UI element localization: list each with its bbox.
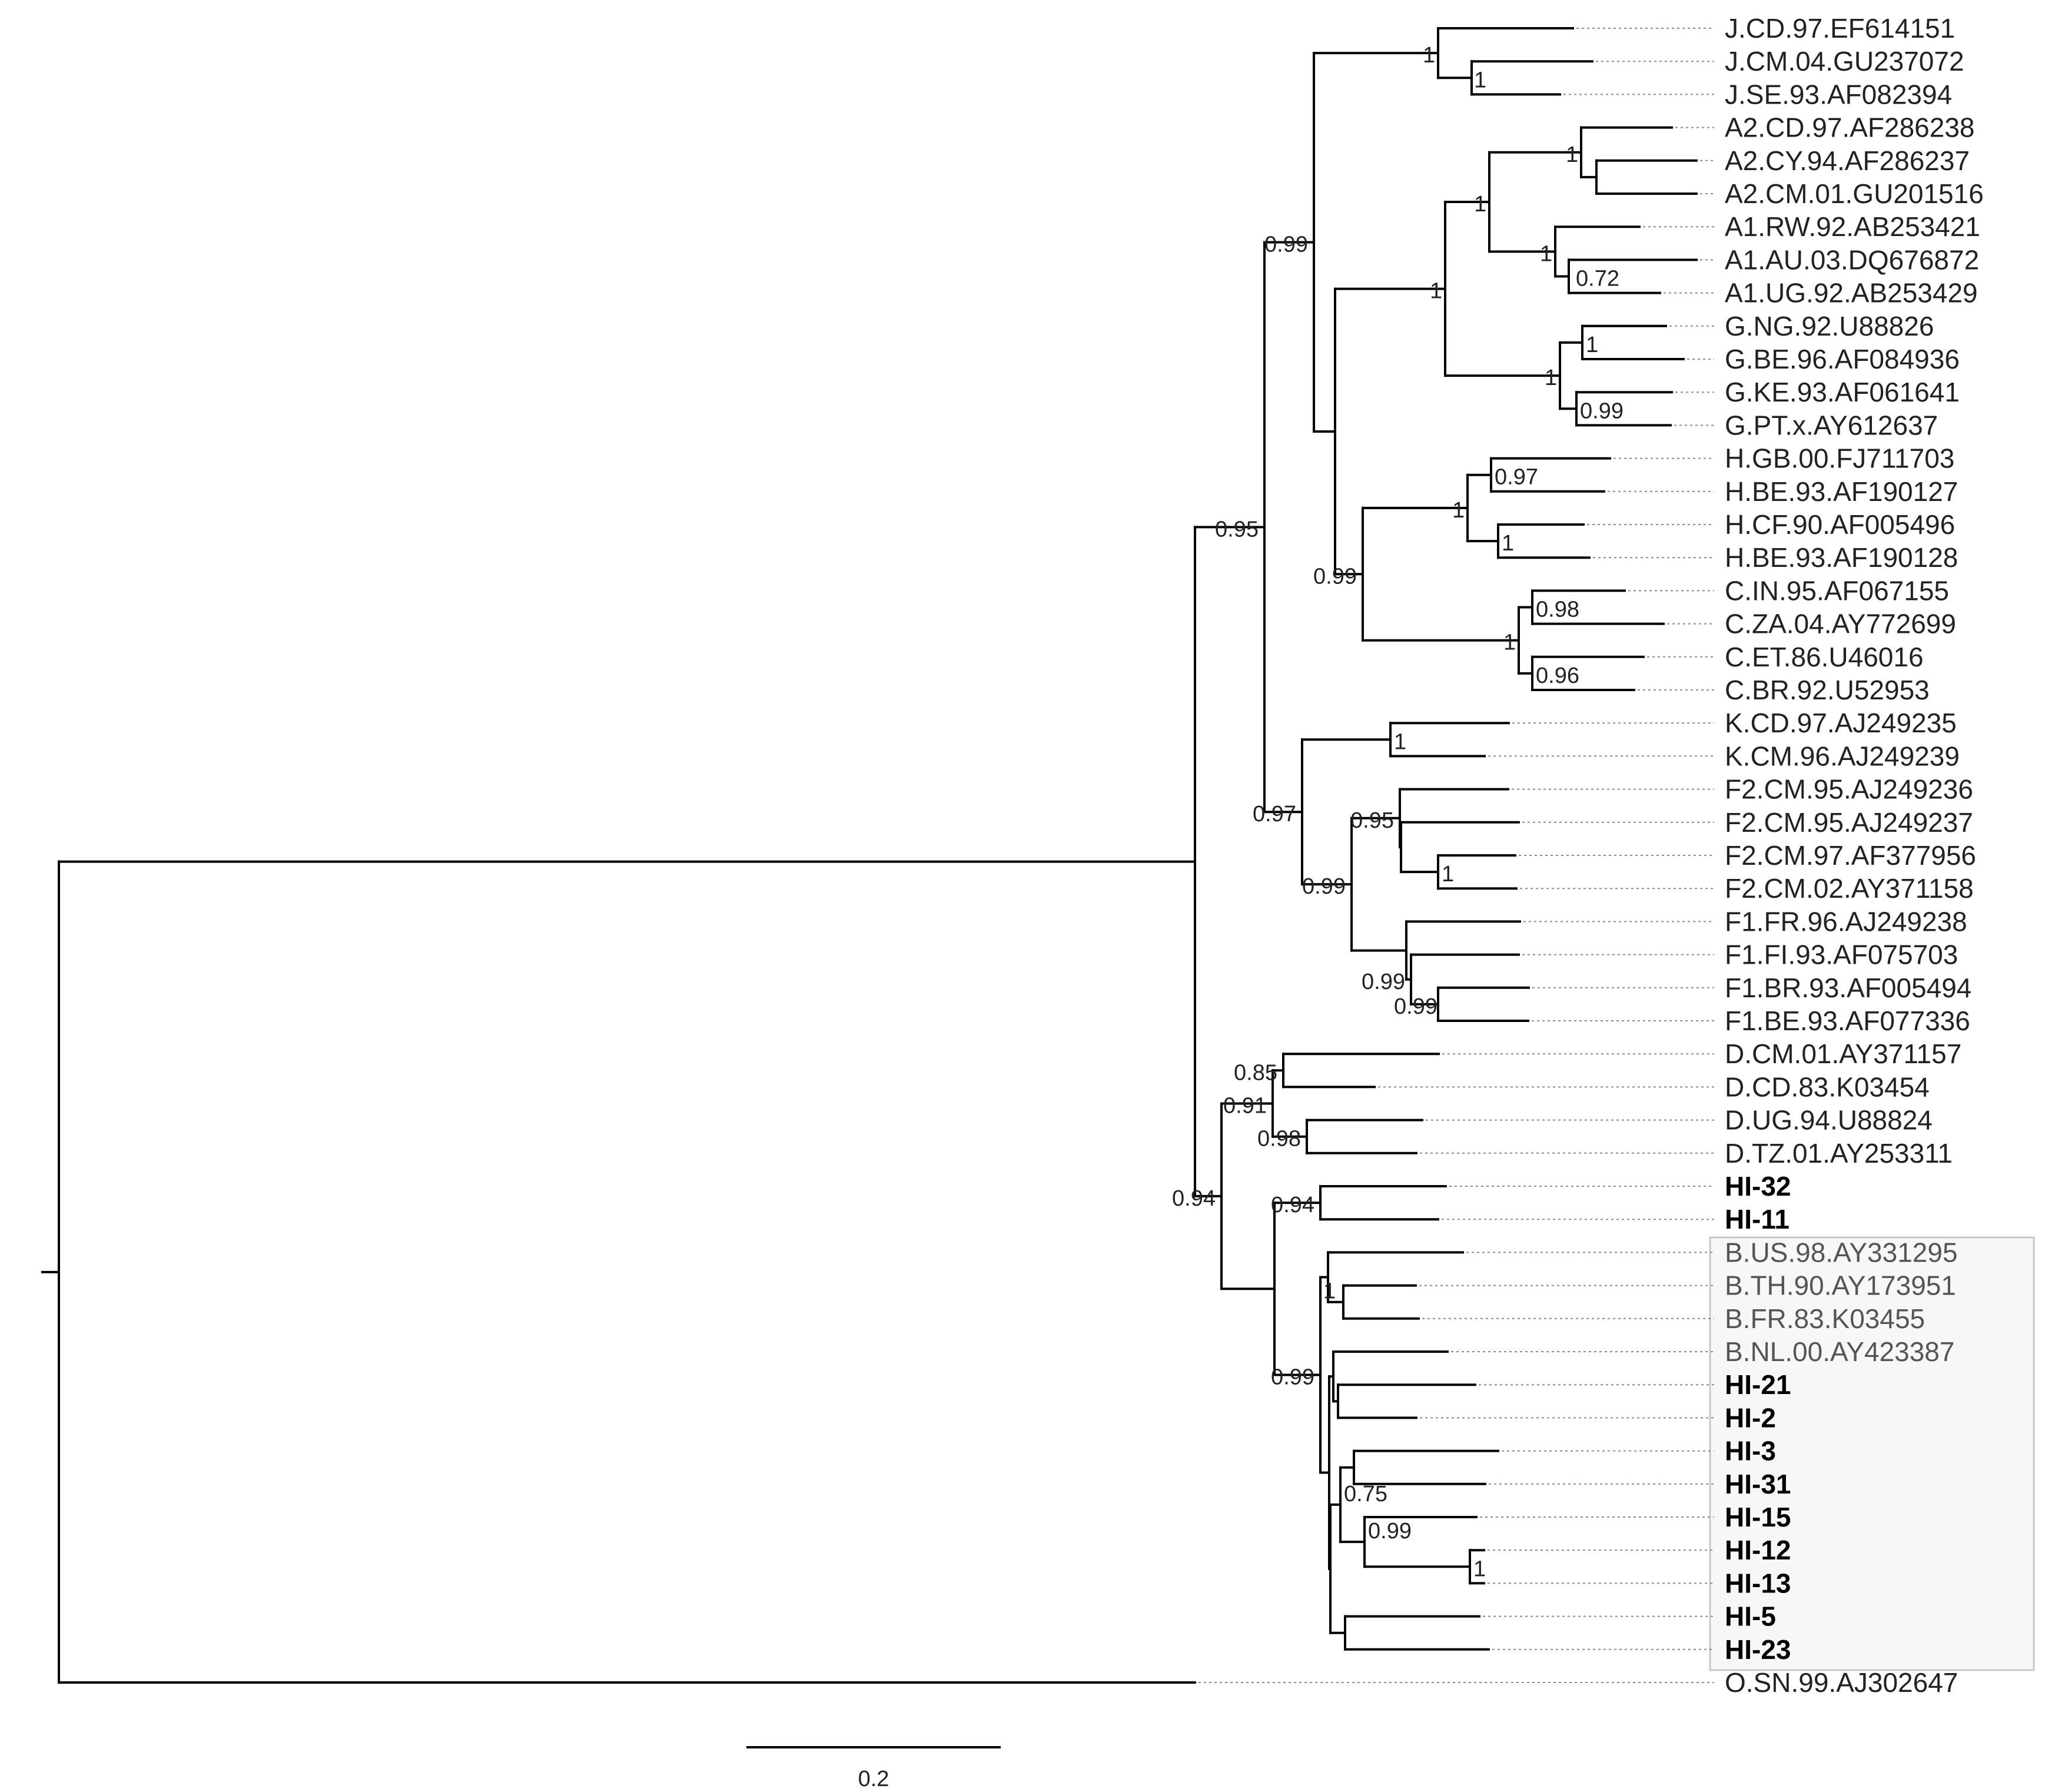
- scale-bar: 0.2: [746, 1746, 1001, 1791]
- tip-label: A1.UG.92.AB253429: [1725, 278, 1978, 308]
- support-value-hi151213: 0.99: [1368, 1519, 1412, 1544]
- support-value-h12: 0.97: [1495, 465, 1538, 490]
- tip-label: B.TH.90.AY173951: [1725, 1270, 1956, 1301]
- tip-label: O.SN.99.AJ302647: [1725, 1667, 1958, 1698]
- support-value-g: 1: [1545, 366, 1557, 390]
- support-value-a2: 1: [1566, 142, 1578, 167]
- support-value-jag: 0.99: [1264, 233, 1308, 257]
- support-value-f2: 0.95: [1350, 808, 1394, 833]
- tip-label: H.CF.90.AF005496: [1725, 509, 1955, 540]
- support-value-b23: 1: [1323, 1279, 1336, 1304]
- tip-label: HI-15: [1725, 1502, 1791, 1532]
- tip-label: J.SE.93.AF082394: [1725, 79, 1952, 109]
- tip-label: D.TZ.01.AY253311: [1725, 1138, 1953, 1169]
- support-value-hi1213: 1: [1473, 1557, 1486, 1581]
- tip-label: F1.BE.93.AF077336: [1725, 1005, 1970, 1036]
- tip-label: HI-32: [1725, 1171, 1791, 1202]
- support-value-jroot: 1: [1423, 43, 1435, 68]
- support-value-c12: 0.98: [1536, 598, 1579, 622]
- tip-label: F1.FI.93.AF075703: [1725, 940, 1958, 970]
- support-value-d34: 0.98: [1257, 1127, 1301, 1151]
- tip-label: HI-11: [1725, 1204, 1790, 1235]
- tip-label: C.IN.95.AF067155: [1725, 575, 1949, 606]
- tip-label: A1.RW.92.AB253421: [1725, 211, 1980, 242]
- support-value-hc: 0.99: [1313, 564, 1357, 589]
- tip-label: A2.CM.01.GU201516: [1725, 178, 1984, 209]
- tip-label: F2.CM.02.AY371158: [1725, 873, 1974, 904]
- tip-label: C.ZA.04.AY772699: [1725, 609, 1956, 639]
- tree-branches: [41, 27, 1698, 1684]
- tip-label: H.BE.93.AF190127: [1725, 476, 1958, 507]
- tip-label: G.PT.x.AY612637: [1725, 410, 1938, 440]
- tip-label: F2.CM.95.AJ249237: [1725, 807, 1973, 838]
- tip-label: C.ET.86.U46016: [1725, 642, 1924, 672]
- tip-label: G.NG.92.U88826: [1725, 311, 1934, 341]
- support-value-c34: 0.96: [1536, 663, 1579, 688]
- support-value-upper: 0.95: [1215, 517, 1259, 542]
- support-value-f: 0.99: [1302, 874, 1346, 899]
- tip-label: B.FR.83.K03455: [1725, 1303, 1925, 1334]
- tip-label: K.CD.97.AJ249235: [1725, 708, 1957, 738]
- tip-labels: J.CD.97.EF614151J.CM.04.GU237072J.SE.93.…: [1725, 13, 1984, 1698]
- support-value-d12: 0.85: [1234, 1060, 1277, 1085]
- support-value-g12: 1: [1586, 333, 1598, 357]
- tip-label: G.KE.93.AF061641: [1725, 377, 1960, 407]
- tip-label: F1.BR.93.AF005494: [1725, 973, 1971, 1003]
- tip-label: B.US.98.AY331295: [1725, 1237, 1958, 1267]
- tip-label: H.GB.00.FJ711703: [1725, 443, 1954, 474]
- tip-label: A2.CY.94.AF286237: [1725, 145, 1970, 176]
- support-value-f1s: 0.99: [1394, 994, 1437, 1019]
- tip-label: B.NL.00.AY423387: [1725, 1336, 1954, 1367]
- support-value-c: 1: [1503, 630, 1516, 655]
- tip-leader-lines: [1199, 28, 1714, 1683]
- tip-label: A1.AU.03.DQ676872: [1725, 244, 1979, 275]
- tip-label: D.CD.83.K03454: [1725, 1071, 1930, 1102]
- tip-label: F2.CM.95.AJ249236: [1725, 774, 1973, 805]
- support-value-k: 1: [1394, 729, 1406, 754]
- support-value-d: 0.91: [1223, 1094, 1267, 1119]
- tip-label: HI-31: [1725, 1469, 1791, 1499]
- tip-label: C.BR.92.U52953: [1725, 675, 1930, 705]
- support-value-f234: 1: [1442, 862, 1454, 887]
- support-value-hi3211: 0.94: [1271, 1193, 1314, 1217]
- tip-label: HI-3: [1725, 1436, 1776, 1466]
- support-value-h: 1: [1452, 498, 1465, 523]
- subtype-b-highlight-box: [1709, 1236, 2035, 1671]
- tip-label: D.CM.01.AY371157: [1725, 1038, 1961, 1069]
- tip-label: HI-21: [1725, 1369, 1791, 1400]
- support-values: 1 1 1 0.72 1 1 1 0.99 1 1 0.99 0.97 1 1 0.98 0.96 1 0.99 1…: [1172, 43, 1624, 1581]
- tip-label: HI-13: [1725, 1568, 1791, 1598]
- tip-label: K.CM.96.AJ249239: [1725, 741, 1960, 771]
- support-value-j23: 1: [1474, 68, 1486, 92]
- tip-label: HI-5: [1725, 1601, 1776, 1632]
- support-value-lower: 0.94: [1172, 1186, 1216, 1211]
- support-value-agroup: 1: [1430, 279, 1442, 304]
- tip-label: F1.FR.96.AJ249238: [1725, 906, 1967, 937]
- support-value-g34: 0.99: [1580, 399, 1624, 423]
- support-value-h34: 1: [1502, 531, 1514, 556]
- support-value-a1s: 0.72: [1576, 267, 1619, 291]
- tip-label: H.BE.93.AF190128: [1725, 542, 1958, 573]
- scale-bar-label: 0.2: [858, 1767, 889, 1791]
- tip-label: HI-2: [1725, 1402, 1776, 1433]
- tip-label: F2.CM.97.AF377956: [1725, 840, 1976, 871]
- support-value-bclade: 0.99: [1271, 1365, 1314, 1390]
- support-value-f1: 0.99: [1362, 970, 1405, 994]
- support-value-aa: 1: [1474, 192, 1486, 217]
- tip-label: A2.CD.97.AF286238: [1725, 112, 1975, 143]
- tip-label: D.UG.94.U88824: [1725, 1105, 1933, 1136]
- support-value-a1: 1: [1540, 241, 1552, 266]
- support-value-hisub: 0.75: [1344, 1482, 1387, 1506]
- tip-label: G.BE.96.AF084936: [1725, 344, 1960, 374]
- tip-label: J.CM.04.GU237072: [1725, 46, 1964, 77]
- support-value-kf: 0.97: [1253, 802, 1296, 827]
- tip-label: J.CD.97.EF614151: [1725, 13, 1955, 44]
- tip-label: HI-23: [1725, 1634, 1791, 1665]
- tip-label: HI-12: [1725, 1535, 1791, 1565]
